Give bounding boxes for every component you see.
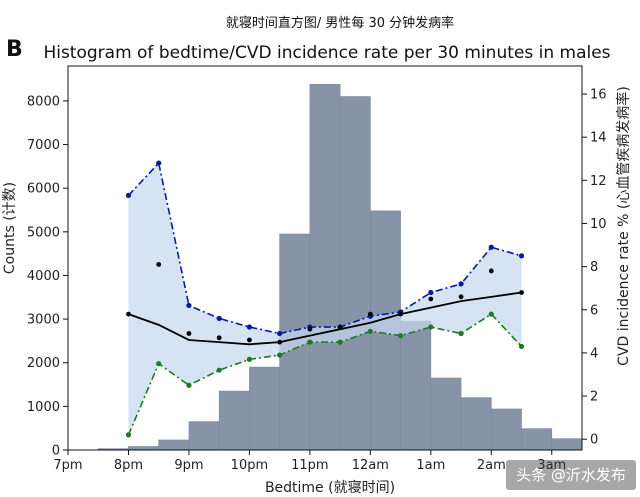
series-point-observed — [367, 311, 373, 317]
series-point-lower — [337, 339, 343, 345]
y-left-tick-label: 8000 — [27, 94, 60, 109]
y-right-tick-label: 8 — [590, 260, 598, 275]
histogram-bar — [218, 390, 250, 451]
y-right-tick-label: 16 — [590, 88, 607, 103]
y-left-tick-label: 3000 — [27, 313, 60, 328]
series-point-lower — [397, 333, 404, 339]
x-tick-label: 10pm — [231, 458, 268, 473]
series-point-upper — [458, 281, 464, 287]
series-point-lower — [246, 356, 253, 362]
y-right-tick-label: 0 — [590, 433, 598, 448]
series-point-observed — [488, 268, 494, 274]
y-right-tick-label: 4 — [590, 346, 598, 361]
series-point-upper — [518, 253, 525, 259]
watermark-text: 头条 @沂水发布 — [516, 466, 626, 484]
series-point-lower — [488, 311, 494, 317]
y-left-tick-label: 7000 — [27, 138, 60, 153]
series-point-lower — [518, 343, 525, 350]
x-axis-label: Bedtime (就寝时间) — [265, 479, 395, 496]
chart-ticks: 7pm 8pm 9pm 10pm 11pm 12am 1am 2am 3am 0 1000 2000 3… — [27, 88, 607, 473]
y-axis-left-label: Counts (计数) — [2, 182, 18, 274]
y-left-tick-label: 5000 — [27, 225, 60, 240]
series-point-observed — [216, 335, 222, 341]
series-point-observed — [247, 337, 252, 343]
histogram-bar — [430, 377, 462, 451]
chart-title: Histogram of bedtime/CVD incidence rate … — [43, 43, 610, 63]
histogram-bar — [460, 397, 492, 451]
x-tick-label: 2am — [477, 458, 506, 473]
y-left-tick-label: 6000 — [27, 182, 60, 197]
series-point-lower — [125, 432, 132, 438]
y-left-tick-label: 0 — [52, 444, 60, 459]
chart-subtitle-cn: 就寝时间直方图/ 男性每 30 分钟发病率 — [226, 15, 454, 31]
histogram-bar — [158, 439, 190, 451]
series-point-lower — [458, 330, 464, 337]
series-point-upper — [125, 192, 132, 199]
series-point-lower — [428, 324, 434, 330]
y-right-tick-label: 12 — [590, 174, 607, 189]
series-point-lower — [216, 367, 222, 373]
series-point-observed — [156, 262, 162, 267]
series-point-observed — [458, 294, 464, 300]
histogram-bar — [128, 446, 160, 451]
series-point-lower — [277, 352, 283, 358]
y-left-tick-label: 1000 — [27, 400, 60, 415]
histogram-bars — [97, 84, 583, 451]
plot-frame — [67, 65, 583, 451]
chart-axes — [67, 65, 583, 451]
y-right-tick-label: 6 — [590, 303, 598, 318]
y-left-tick-label: 4000 — [27, 269, 60, 284]
x-tick-label: 1am — [416, 458, 445, 473]
histogram-bar — [309, 84, 341, 451]
series-point-upper — [488, 244, 494, 250]
rate-lines — [127, 161, 523, 436]
series-point-observed — [398, 311, 403, 317]
series-point-upper — [277, 330, 283, 337]
series-point-observed — [337, 324, 343, 330]
rate-points — [125, 160, 525, 438]
series-point-lower — [307, 339, 313, 345]
series-point-lower — [367, 328, 373, 334]
series-line-fit — [128, 291, 522, 346]
y-left-tick-label: 2000 — [27, 356, 60, 371]
series-line-upper — [127, 161, 522, 335]
y-axis-right-label: CVD incidence rate % (心血管疾病发病率) — [615, 86, 632, 366]
series-point-upper — [428, 289, 434, 296]
watermark-badge — [506, 460, 636, 490]
series-point-observed — [186, 331, 192, 336]
x-tick-label: 12am — [352, 458, 389, 473]
series-point-observed — [126, 311, 131, 317]
series-point-upper — [156, 160, 162, 166]
x-tick-label: 8pm — [114, 458, 143, 473]
series-point-lower — [156, 361, 162, 367]
x-tick-label: 7pm — [53, 458, 82, 473]
histogram-bar — [249, 366, 280, 451]
panel-letter: B — [6, 37, 23, 62]
series-point-upper — [216, 315, 222, 322]
series-point-upper — [246, 324, 253, 330]
y-right-tick-label: 2 — [590, 390, 598, 405]
series-line-lower — [127, 313, 523, 436]
histogram-bar — [339, 96, 371, 451]
x-tick-label: 3am — [537, 458, 566, 473]
series-point-observed — [519, 290, 524, 295]
y-right-tick-label: 10 — [590, 217, 607, 232]
histogram-bar — [400, 320, 432, 451]
series-point-lower — [186, 382, 192, 388]
series-point-observed — [428, 296, 434, 302]
histogram-bar — [521, 428, 553, 451]
series-point-upper — [186, 302, 192, 309]
series-point-observed — [277, 339, 283, 345]
series-point-observed — [307, 326, 313, 332]
x-tick-label: 9pm — [174, 458, 203, 473]
histogram-bar — [490, 408, 522, 451]
x-tick-label: 11pm — [291, 458, 328, 473]
y-right-tick-label: 14 — [590, 131, 607, 146]
histogram-bar — [188, 421, 220, 451]
histogram-bar — [551, 438, 583, 451]
